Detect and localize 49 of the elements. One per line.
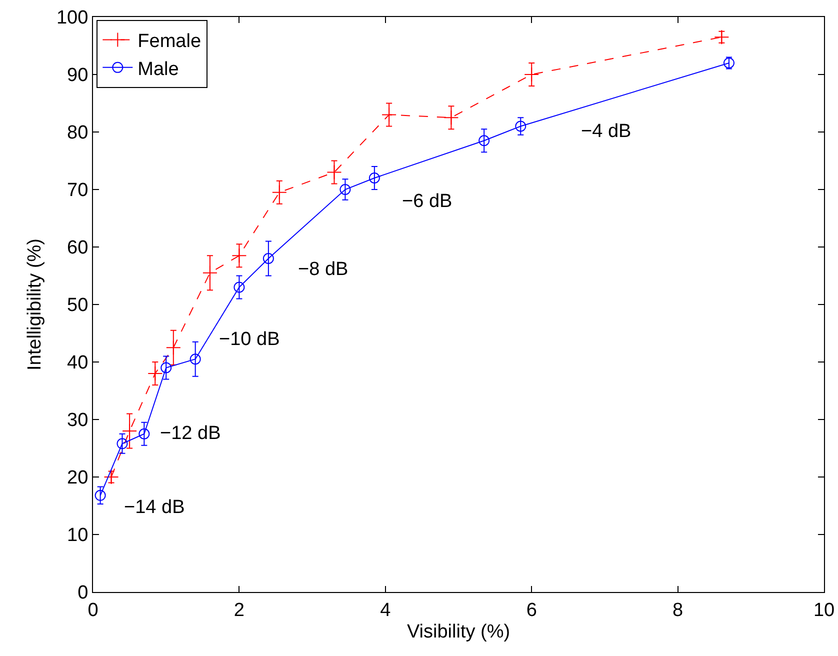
x-tick-label: 6 bbox=[526, 600, 537, 621]
y-tick-label: 100 bbox=[56, 8, 88, 29]
point bbox=[382, 107, 397, 122]
legend-label: Female bbox=[138, 31, 202, 52]
point bbox=[232, 248, 247, 264]
x-tick-label: 4 bbox=[380, 600, 392, 621]
y-tick-label: 90 bbox=[67, 65, 88, 86]
x-tick-label: 10 bbox=[813, 600, 835, 621]
x-axis-title: Visibility (%) bbox=[406, 622, 510, 643]
legend-label: Male bbox=[138, 58, 179, 80]
point bbox=[368, 172, 380, 184]
y-tick-label: 40 bbox=[67, 352, 88, 374]
point bbox=[94, 490, 106, 501]
annotation: −10 dB bbox=[219, 329, 280, 350]
point bbox=[116, 438, 128, 450]
y-tick-label: 0 bbox=[78, 582, 88, 604]
x-tick-label: 8 bbox=[672, 600, 684, 621]
x-tick-label: 2 bbox=[234, 600, 244, 621]
annotation: −14 dB bbox=[124, 497, 185, 518]
point bbox=[272, 184, 287, 200]
point bbox=[444, 110, 459, 126]
point bbox=[234, 282, 245, 293]
point bbox=[262, 253, 274, 264]
annotation: −12 dB bbox=[160, 423, 221, 444]
y-tick-label: 50 bbox=[67, 295, 88, 316]
point bbox=[714, 30, 730, 45]
point bbox=[138, 428, 150, 440]
point bbox=[148, 366, 163, 381]
y-tick-label: 20 bbox=[67, 468, 88, 489]
point bbox=[524, 67, 540, 82]
point bbox=[166, 340, 181, 356]
annotation: −8 dB bbox=[298, 259, 348, 280]
y-tick-label: 10 bbox=[67, 525, 88, 546]
point bbox=[122, 424, 138, 438]
point bbox=[160, 362, 172, 374]
point bbox=[478, 135, 490, 146]
y-tick-label: 70 bbox=[67, 180, 88, 202]
y-tick-label: 30 bbox=[67, 410, 88, 432]
y-axis-title: Intelligibility (%) bbox=[24, 238, 46, 370]
point bbox=[326, 164, 342, 180]
annotation: −6 dB bbox=[402, 191, 452, 212]
point bbox=[202, 265, 218, 280]
annotation: −4 dB bbox=[581, 121, 632, 142]
point bbox=[190, 354, 201, 365]
y-tick-label: 60 bbox=[67, 238, 88, 259]
point bbox=[104, 470, 119, 484]
point bbox=[340, 184, 351, 195]
y-tick-label: 80 bbox=[67, 122, 88, 144]
point bbox=[515, 120, 526, 132]
